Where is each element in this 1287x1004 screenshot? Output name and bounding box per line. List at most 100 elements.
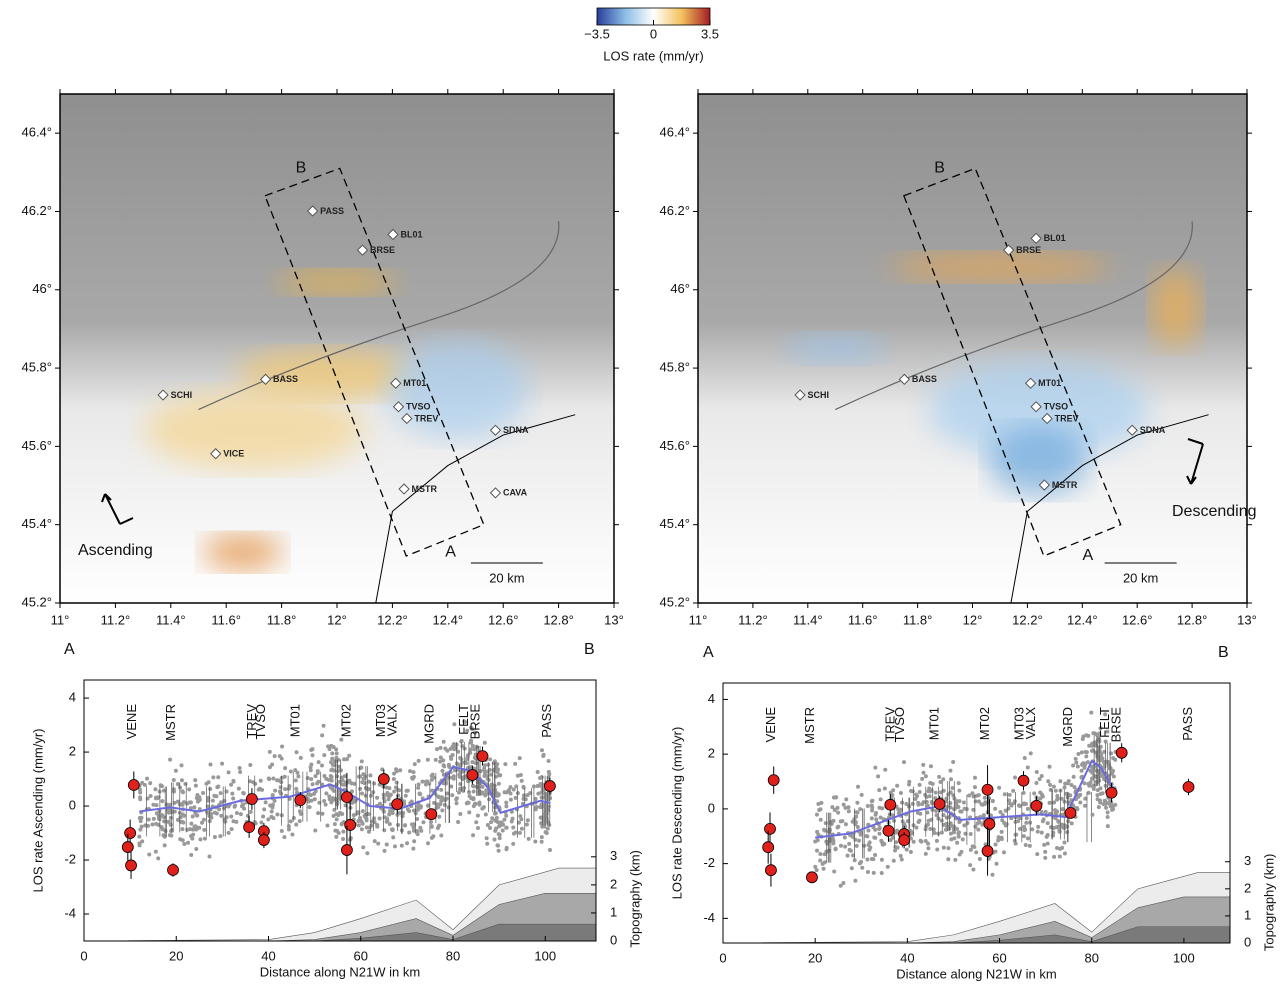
insar-point	[229, 827, 234, 832]
station-label: SCHI	[171, 390, 193, 400]
y-tick-label: 46.4°	[21, 125, 52, 140]
insar-point	[416, 782, 421, 787]
x-tick-label: 11.4°	[793, 612, 823, 627]
gps-point	[765, 864, 777, 877]
insar-point	[140, 839, 145, 844]
insar-point	[137, 787, 142, 792]
insar-point	[201, 791, 206, 796]
insar-point	[208, 787, 213, 792]
insar-point	[533, 807, 538, 812]
insar-point	[387, 812, 392, 817]
insar-point	[892, 818, 897, 823]
y-tick-label: -2	[703, 855, 715, 870]
insar-point	[519, 817, 524, 822]
insar-point	[1024, 820, 1029, 825]
insar-point	[470, 727, 475, 732]
insar-point	[962, 823, 967, 828]
insar-point	[182, 813, 187, 818]
insar-point	[153, 849, 158, 854]
x-tick-label: 11°	[689, 612, 708, 627]
insar-point	[340, 812, 345, 817]
insar-point	[458, 811, 463, 816]
insar-point	[1079, 750, 1084, 755]
insar-point	[919, 839, 924, 844]
insar-point	[1108, 804, 1113, 809]
insar-point	[956, 831, 961, 836]
insar-point	[349, 781, 354, 786]
insar-point	[280, 744, 285, 749]
insar-point	[1024, 816, 1029, 821]
insar-point	[251, 780, 256, 785]
insar-point	[387, 809, 392, 814]
gps-point	[377, 773, 390, 785]
insar-point	[168, 822, 173, 827]
insar-point	[459, 760, 464, 765]
insar-point	[161, 833, 166, 838]
insar-point	[310, 753, 315, 758]
insar-point	[231, 779, 236, 784]
station-label: BRSE	[1016, 245, 1041, 255]
coastline	[1010, 414, 1209, 603]
insar-point	[909, 829, 914, 834]
insar-point	[178, 815, 183, 820]
station-label: TREV	[883, 707, 898, 742]
insar-point	[218, 834, 223, 839]
insar-point	[823, 821, 828, 826]
insar-point	[1069, 821, 1074, 826]
station-label: MSTR	[163, 704, 178, 741]
insar-point	[193, 778, 198, 783]
x-tick-label: 0	[80, 948, 87, 963]
insar-point	[474, 820, 479, 825]
insar-point	[904, 847, 909, 852]
insar-point	[408, 769, 413, 774]
insar-point	[822, 852, 827, 857]
insar-point	[502, 817, 507, 822]
insar-point	[359, 765, 364, 770]
insar-point	[469, 740, 474, 745]
insar-point	[376, 841, 381, 846]
insar-point	[1084, 750, 1089, 755]
insar-point	[384, 842, 389, 847]
insar-point	[1089, 710, 1094, 715]
insar-point	[287, 796, 292, 801]
insar-point	[412, 839, 417, 844]
insar-point	[204, 810, 209, 815]
insar-point	[1040, 819, 1045, 824]
station-label: TVSO	[1044, 402, 1069, 412]
insar-point	[294, 786, 299, 791]
insar-point	[449, 756, 454, 761]
y-tick-label: 0	[69, 797, 76, 812]
y-tick-label: -4	[64, 905, 76, 920]
insar-point	[524, 822, 529, 827]
station-label: BASS	[273, 374, 298, 384]
insar-point	[294, 750, 299, 755]
insar-point	[504, 804, 509, 809]
map-layer	[698, 94, 1247, 603]
insar-point	[466, 800, 471, 805]
insar-point	[517, 830, 522, 835]
insar-point	[189, 821, 194, 826]
insar-point	[996, 835, 1001, 840]
insar-point	[156, 856, 161, 861]
gps-point	[764, 822, 776, 835]
insar-point	[488, 826, 493, 831]
insar-point	[1083, 796, 1088, 801]
direction-arrow	[101, 493, 134, 525]
insar-point	[211, 775, 216, 780]
insar-point	[545, 826, 550, 831]
insar-point	[1036, 824, 1041, 829]
insar-point	[1006, 806, 1011, 811]
insar-point	[367, 779, 372, 784]
colorbar-tick-label: 3.5	[701, 26, 719, 41]
colorbar-tick-label: 0	[650, 26, 657, 41]
insar-point	[493, 818, 498, 823]
insar-point	[334, 751, 339, 756]
insar-point	[539, 835, 544, 840]
insar-point	[341, 829, 346, 834]
insar-point	[438, 755, 443, 760]
insar-point	[1058, 779, 1063, 784]
insar-point	[430, 772, 435, 777]
insar-point	[496, 793, 501, 798]
insar-point	[956, 781, 961, 786]
insar-point	[511, 841, 516, 846]
